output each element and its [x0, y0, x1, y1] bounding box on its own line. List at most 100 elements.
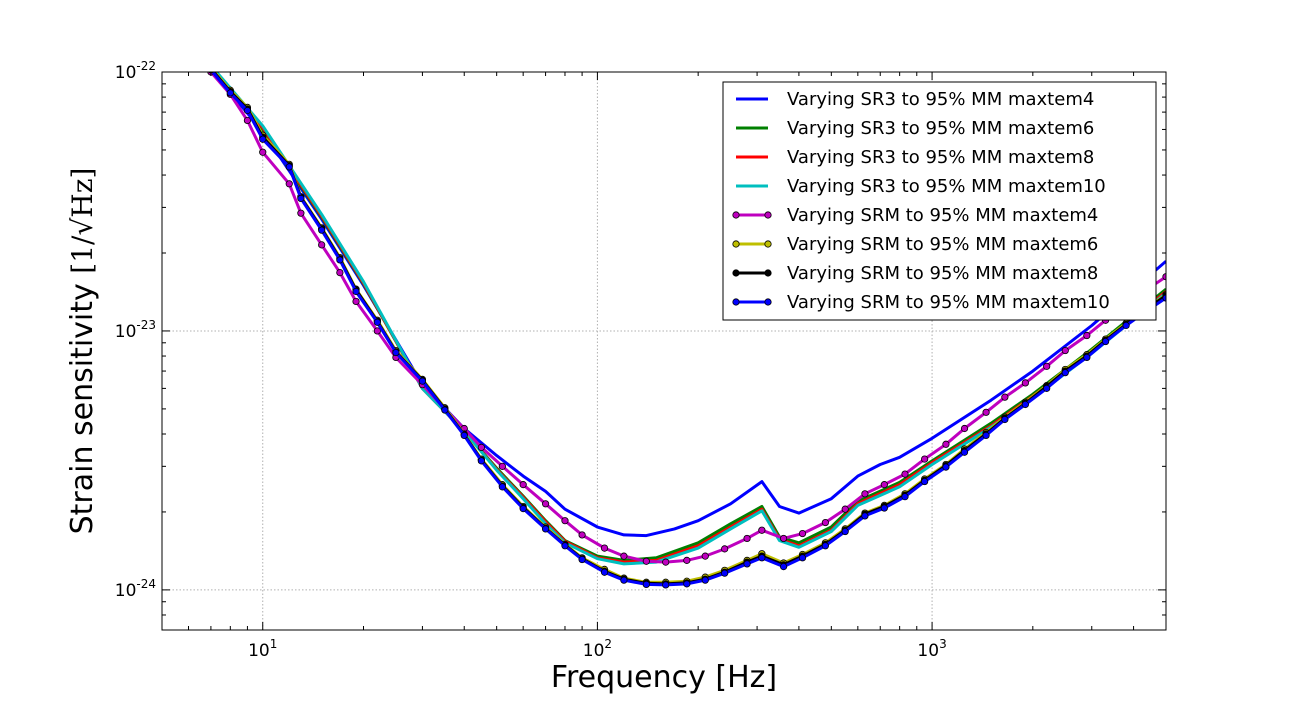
series-point-8	[318, 226, 326, 234]
series-point-5	[620, 552, 628, 560]
y-tick-label: 10-22	[115, 59, 156, 83]
plot-frame	[161, 71, 1167, 631]
legend-swatch-marker	[764, 298, 772, 306]
series-point-5	[1001, 393, 1009, 401]
series-point-5	[841, 505, 849, 513]
series-point-5	[519, 481, 527, 489]
series-point-8	[336, 256, 344, 264]
y-axis-label-unit: [1/√Hz]	[66, 168, 99, 274]
legend: Varying SR3 to 95% MM maxtem4 Varying SR3…	[722, 81, 1157, 321]
series-point-5	[1021, 379, 1029, 387]
legend-label: Varying SR3 to 95% MM maxtem6	[787, 118, 1094, 139]
series-point-5	[821, 518, 830, 527]
series-point-8	[297, 194, 305, 202]
series-point-8	[441, 406, 449, 414]
legend-label: Varying SR3 to 95% MM maxtem4	[787, 89, 1094, 110]
x-tick-exponent: 3	[939, 637, 947, 651]
series-point-8	[460, 431, 468, 440]
series-layer	[207, 64, 1166, 589]
series-point-8	[392, 348, 400, 357]
legend-swatch-marker	[764, 269, 772, 277]
series-point-5	[243, 116, 252, 125]
series-point-8	[1001, 415, 1009, 424]
series-point-8	[758, 554, 766, 562]
y-tick-exponent: -22	[136, 59, 156, 73]
series-point-8	[243, 106, 252, 115]
y-tick-base: 10	[115, 581, 137, 601]
series-point-8	[901, 493, 909, 501]
series-point-5	[798, 529, 807, 538]
series-point-8	[662, 581, 670, 589]
legend-swatch-marker	[732, 269, 740, 277]
series-point-8	[821, 542, 830, 550]
series-point-5	[578, 531, 586, 539]
series-point-5	[498, 462, 506, 470]
series-point-5	[1043, 362, 1051, 370]
x-tick-label: 103	[917, 637, 946, 661]
series-point-8	[701, 576, 709, 584]
series-point-8	[541, 525, 550, 533]
series-line-4	[214, 72, 1166, 566]
series-point-8	[861, 512, 869, 520]
series-point-5	[285, 180, 293, 188]
series-point-8	[642, 580, 650, 589]
series-point-8	[1061, 369, 1069, 377]
series-point-5	[642, 557, 650, 565]
series-point-8	[721, 569, 729, 577]
series-point-6	[208, 64, 214, 70]
series-point-7	[209, 72, 213, 73]
series-point-5	[541, 500, 550, 508]
series-point-8	[1083, 353, 1091, 362]
x-tick-label: 102	[583, 637, 612, 661]
series-point-8	[561, 542, 569, 550]
y-axis-label: Strain sensitivity [1/√Hz]	[65, 168, 100, 535]
series-point-8	[578, 555, 586, 564]
y-tick-exponent: -23	[136, 318, 156, 332]
series-point-5	[1061, 346, 1069, 355]
series-point-5	[477, 443, 485, 452]
legend-label: Varying SR3 to 95% MM maxtem8	[787, 147, 1094, 168]
legend-swatch-marker	[764, 211, 772, 219]
series-point-8	[942, 463, 950, 471]
series-point-5	[743, 534, 751, 543]
x-tick-exponent: 2	[604, 637, 612, 651]
series-point-5	[779, 534, 788, 543]
series-point-5	[1083, 331, 1091, 340]
series-point-8	[519, 505, 527, 513]
legend-box	[722, 81, 1157, 321]
series-point-5	[297, 209, 305, 217]
y-tick-base: 10	[115, 322, 137, 342]
x-tick-base: 10	[248, 641, 270, 661]
series-point-5	[701, 552, 709, 560]
series-point-8	[960, 448, 969, 456]
y-tick-base: 10	[115, 63, 137, 83]
series-point-5	[259, 148, 267, 156]
legend-swatch-marker	[764, 240, 772, 248]
series-point-8	[285, 163, 293, 171]
y-axis-label-text: Strain sensitivity	[65, 274, 100, 535]
series-point-8	[743, 560, 751, 568]
legend-swatch-marker	[732, 298, 740, 306]
series-point-8	[620, 576, 628, 584]
series-point-8	[880, 504, 888, 512]
legend-label: Varying SRM to 95% MM maxtem10	[787, 292, 1110, 313]
series-point-5	[861, 490, 869, 498]
svg-text:Strain sensitivity [1/√Hz]: Strain sensitivity [1/√Hz]	[65, 168, 100, 535]
series-point-8	[798, 554, 807, 562]
series-point-8	[373, 318, 381, 326]
series-point-5	[600, 544, 609, 552]
series-point-8	[418, 377, 427, 385]
series-point-5	[982, 408, 990, 416]
series-point-5	[318, 241, 326, 249]
series-point-5	[1162, 273, 1166, 281]
series-point-5	[721, 545, 729, 553]
series-point-8	[352, 287, 360, 296]
x-tick-label: 101	[248, 637, 277, 661]
x-tick-base: 10	[917, 641, 939, 661]
x-axis-label: Frequency [Hz]	[551, 660, 777, 695]
legend-label: Varying SRM to 95% MM maxtem8	[787, 263, 1098, 284]
series-point-8	[498, 483, 506, 491]
series-point-5	[352, 297, 360, 306]
